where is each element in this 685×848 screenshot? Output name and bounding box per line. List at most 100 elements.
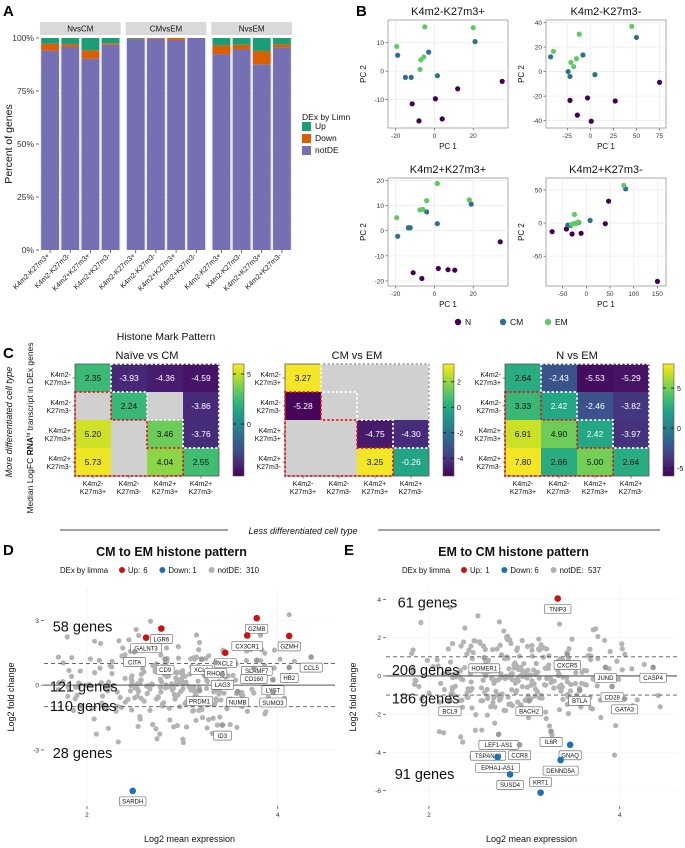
ma-point bbox=[125, 696, 131, 702]
ma-point bbox=[180, 736, 186, 742]
x-tick-label: 50 bbox=[633, 133, 641, 140]
ma-point bbox=[504, 634, 510, 640]
ma-point bbox=[602, 664, 609, 671]
heatmap-row-label: K4m2+ bbox=[49, 456, 71, 463]
heatmap-cell bbox=[183, 364, 219, 392]
legend-dot bbox=[119, 567, 125, 573]
heatmap-cell bbox=[321, 364, 357, 392]
ma-point bbox=[441, 687, 447, 693]
pca-point bbox=[654, 278, 661, 284]
bar-segment bbox=[167, 38, 185, 40]
ma-point bbox=[158, 689, 164, 695]
gene-label-box bbox=[558, 750, 582, 761]
legend-dot bbox=[544, 318, 552, 326]
heatmap-value: 3.46 bbox=[157, 429, 174, 439]
ma-point bbox=[534, 689, 541, 695]
gene-label: CITA bbox=[128, 660, 141, 666]
ma-point bbox=[234, 688, 241, 695]
bar-segment bbox=[41, 38, 59, 44]
ma-point bbox=[213, 696, 219, 702]
heatmap-value: 2.42 bbox=[587, 429, 604, 439]
heatmap-col-label: K4m2+ bbox=[154, 481, 176, 488]
y-tick-label: 50 bbox=[535, 187, 543, 194]
ma-point bbox=[69, 655, 75, 661]
ma-point bbox=[117, 694, 123, 700]
ma-point bbox=[565, 711, 572, 717]
ma-point bbox=[89, 706, 95, 712]
ma-point bbox=[601, 637, 608, 643]
y-tick-label: 20 bbox=[535, 44, 543, 51]
ma-point bbox=[464, 690, 470, 696]
legend-dot bbox=[159, 567, 166, 573]
gene-label: DENND5A bbox=[546, 769, 575, 775]
gene-label: CD28 bbox=[604, 695, 620, 701]
heatmap-row-label: K4m2- bbox=[50, 400, 71, 407]
pca-point bbox=[468, 201, 474, 207]
heatmap-col-label: K4m2- bbox=[549, 481, 570, 488]
ma-point bbox=[198, 656, 205, 663]
ma-point bbox=[137, 716, 143, 722]
ma-point bbox=[541, 682, 548, 688]
heatmap-value: 5.73 bbox=[85, 457, 102, 467]
ma-point bbox=[468, 643, 474, 649]
pca-panel-bg bbox=[545, 19, 667, 129]
ma-point bbox=[438, 680, 444, 687]
pca-point bbox=[426, 49, 432, 55]
y-tick-label: -20 bbox=[375, 278, 385, 285]
gene-label-box bbox=[130, 643, 162, 653]
ma-point bbox=[509, 687, 515, 693]
ma-title: EM to CM histone pattern bbox=[438, 545, 589, 559]
gene-label-box bbox=[279, 673, 299, 683]
gene-label-box bbox=[568, 696, 592, 706]
y-axis-label: Percent of genes bbox=[3, 104, 15, 183]
ma-point bbox=[524, 675, 530, 681]
x-tick-label: 100 bbox=[628, 291, 639, 298]
gene-label: BTLA bbox=[572, 699, 587, 705]
ma-point bbox=[462, 625, 468, 631]
ma-point-de bbox=[253, 614, 261, 622]
ma-point bbox=[584, 668, 590, 674]
ma-point bbox=[150, 721, 156, 728]
ma-point bbox=[129, 673, 135, 679]
x-tick-label: 0 bbox=[588, 133, 592, 140]
pca-point bbox=[497, 239, 503, 245]
heatmap-value: -5.29 bbox=[621, 373, 641, 383]
ma-point bbox=[512, 660, 518, 666]
gene-label-box bbox=[245, 623, 269, 634]
y-axis-label: PC 2 bbox=[359, 65, 368, 83]
heatmap-col-label: K4m2+ bbox=[364, 481, 386, 488]
ma-point bbox=[595, 656, 601, 662]
ma-point bbox=[527, 672, 534, 678]
ma-point bbox=[55, 654, 62, 660]
gene-label: RHOC bbox=[207, 671, 225, 677]
gene-label: HOMER1 bbox=[471, 667, 497, 673]
ma-point bbox=[219, 722, 226, 728]
heatmap-value: 3.25 bbox=[367, 457, 384, 467]
gene-label: CCL5 bbox=[303, 666, 319, 672]
ma-point bbox=[234, 724, 240, 730]
y-axis-label: PC 2 bbox=[517, 65, 526, 83]
ma-point bbox=[493, 688, 499, 694]
pca-point bbox=[424, 198, 430, 204]
ma-point bbox=[270, 689, 276, 695]
heatmap-row-label: K27m3+ bbox=[475, 380, 501, 387]
heatmap-cell bbox=[393, 364, 429, 392]
ma-point bbox=[416, 683, 422, 690]
gene-label: SLAMF7 bbox=[245, 669, 269, 675]
ma-point bbox=[477, 639, 483, 645]
pca-point bbox=[470, 25, 476, 31]
bar-segment bbox=[41, 50, 59, 250]
ma-point bbox=[498, 693, 504, 699]
ma-point bbox=[175, 655, 182, 661]
ma-point bbox=[468, 679, 474, 685]
ma-point bbox=[542, 665, 548, 671]
heatmap-value: 4.04 bbox=[157, 457, 174, 467]
heatmap-row-label: K4m2+ bbox=[479, 428, 501, 435]
bar-segment bbox=[61, 46, 80, 251]
gene-label-box bbox=[185, 696, 214, 706]
heatmap-cell bbox=[75, 420, 111, 448]
heatmap-row-label: K4m2- bbox=[260, 400, 281, 407]
pca-point bbox=[434, 180, 440, 187]
pca-point bbox=[435, 265, 441, 272]
panel-e-letter: E bbox=[344, 542, 355, 559]
